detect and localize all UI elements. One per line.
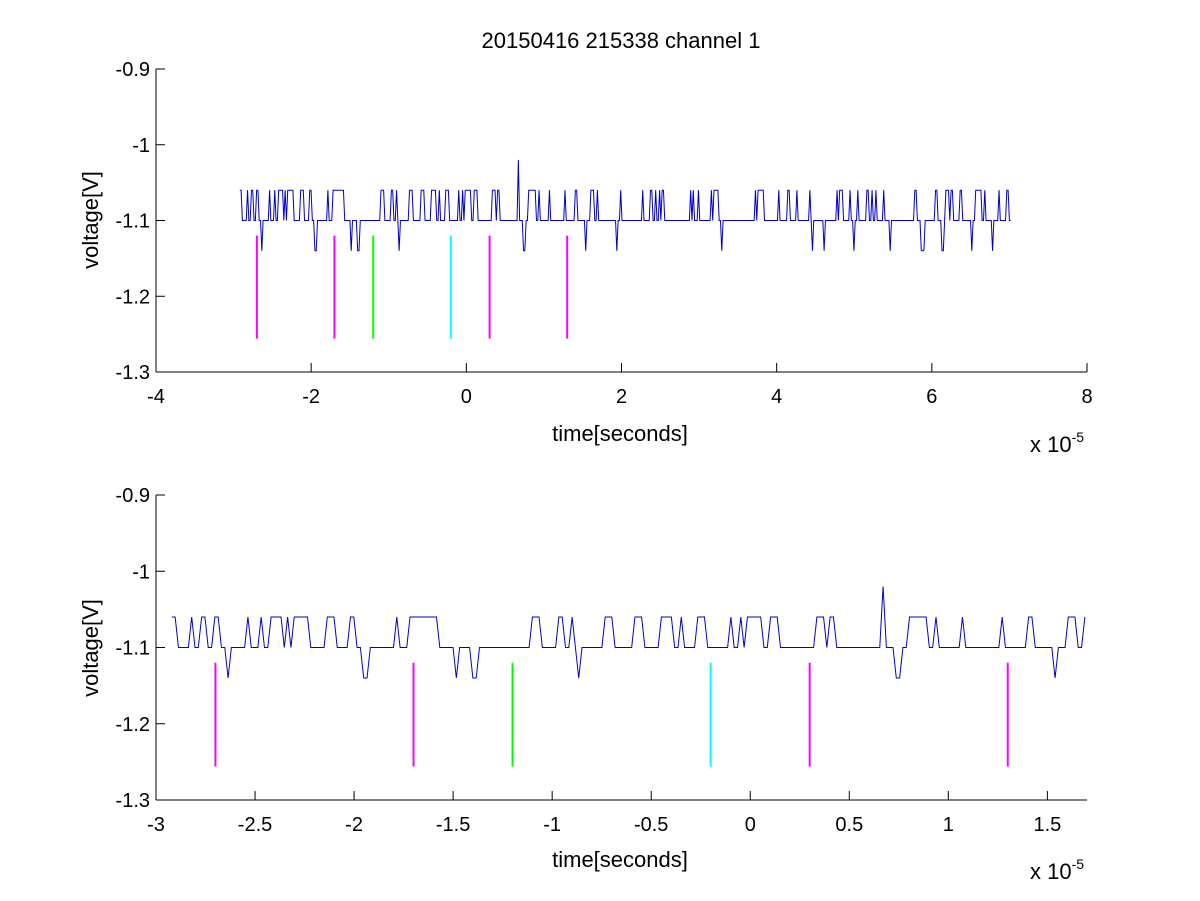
x-tick-label: 1 (943, 814, 954, 836)
x-multiplier-base: x 10 (1030, 432, 1072, 457)
y-tick-label: -1.1 (116, 211, 150, 233)
signal-line (171, 586, 1086, 679)
y-tick-label: -1.2 (116, 714, 150, 736)
signal-line (239, 159, 1011, 252)
x-tick-label: -2 (345, 814, 363, 836)
subplot-bottom: -3 -2.5 -2 -1.5 -1 -0.5 0 0.5 1 1.5 -1.3 -1.2 -1.1 -1… (78, 485, 1087, 884)
x-tick-label: 8 (1081, 386, 1092, 408)
x-multiplier-exponent: -5 (1072, 856, 1085, 872)
tick-group: -4 -2 0 2 4 6 8 -1.3 -1.2 -1.1 -1 -0.9 (116, 59, 1093, 408)
x-tick-label: -2.5 (238, 814, 272, 836)
x-tick-label: 0 (745, 814, 756, 836)
y-tick-label: -0.9 (116, 485, 150, 507)
y-axis-label: voltage[V] (78, 599, 103, 697)
x-tick-label: 1.5 (1033, 814, 1061, 836)
x-axis-label: time[seconds] (552, 847, 688, 872)
y-tick-label: -0.9 (116, 59, 150, 81)
chart-title: 20150416 215338 channel 1 (482, 28, 761, 53)
x-tick-label: 4 (771, 386, 782, 408)
y-tick-label: -1.1 (116, 638, 150, 660)
x-multiplier: x 10-5 (1030, 429, 1084, 457)
marker-group (214, 662, 1009, 767)
signal-trace (171, 586, 1086, 679)
x-tick-label: -3 (147, 814, 165, 836)
tick-group: -3 -2.5 -2 -1.5 -1 -0.5 0 0.5 1 1.5 -1.3 -1.2 -1.1 -1… (116, 485, 1062, 836)
y-axis-label: voltage[V] (78, 171, 103, 269)
x-tick-label: -0.5 (634, 814, 668, 836)
subplot-top: -4 -2 0 2 4 6 8 -1.3 -1.2 -1.1 -1 -0.9 time[seconds… (78, 59, 1093, 457)
x-tick-label: 6 (926, 386, 937, 408)
x-multiplier: x 10-5 (1030, 856, 1084, 884)
y-tick-label: -1.3 (116, 362, 150, 384)
x-multiplier-exponent: -5 (1072, 429, 1085, 445)
signal-trace (239, 159, 1011, 252)
x-tick-label: -2 (302, 386, 320, 408)
x-tick-label: 0.5 (835, 814, 863, 836)
y-tick-label: -1.3 (116, 790, 150, 812)
y-tick-label: -1.2 (116, 286, 150, 308)
y-tick-label: -1 (132, 561, 150, 583)
x-tick-label: 0 (461, 386, 472, 408)
x-multiplier-base: x 10 (1030, 859, 1072, 884)
x-tick-label: 2 (616, 386, 627, 408)
x-tick-label: -1.5 (436, 814, 470, 836)
y-tick-label: -1 (132, 135, 150, 157)
marker-group (255, 235, 569, 339)
x-tick-label: -1 (543, 814, 561, 836)
x-tick-label: -4 (147, 386, 165, 408)
x-axis-label: time[seconds] (552, 421, 688, 446)
